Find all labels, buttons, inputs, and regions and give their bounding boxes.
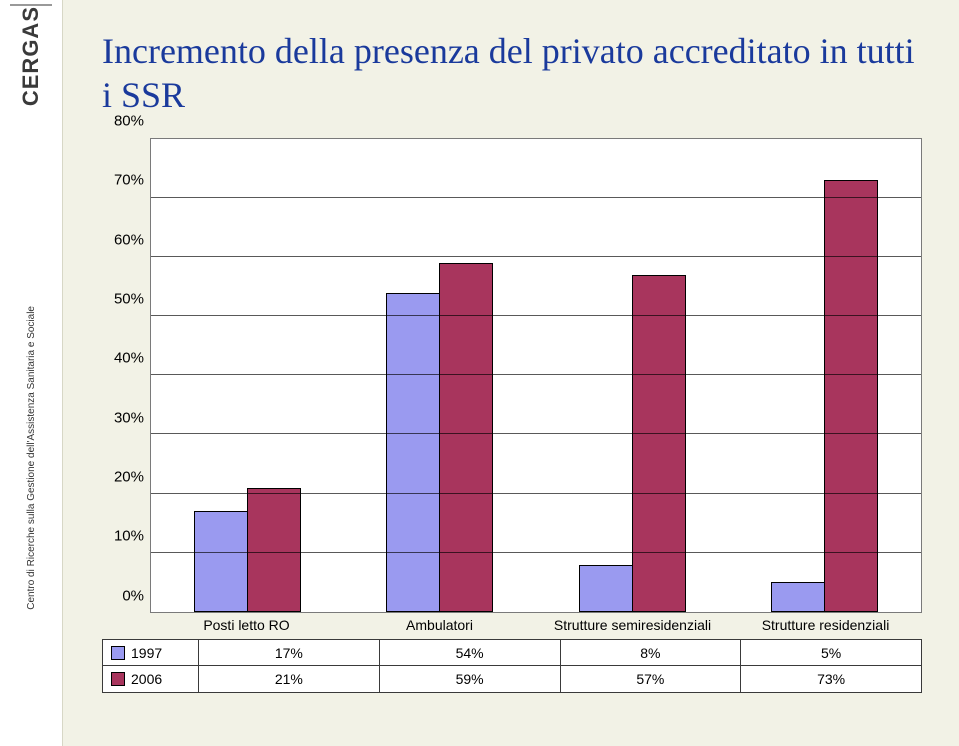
logo-cergas: CERGAS [18, 6, 44, 106]
legend-cell: 57% [560, 666, 741, 692]
legend-cell: 5% [740, 640, 921, 666]
y-tick-label: 10% [114, 528, 144, 545]
swatch-2006 [111, 672, 125, 686]
y-tick-label: 80% [114, 112, 144, 129]
grid-line [151, 197, 921, 198]
grid-line [151, 315, 921, 316]
y-tick-label: 20% [114, 469, 144, 486]
x-axis-label: Strutture residenziali [729, 617, 922, 639]
center-name: Centro di Ricerche sulla Gestione dell'A… [26, 306, 37, 610]
legend-cell: 73% [740, 666, 921, 692]
bar [771, 582, 825, 612]
slide-title: Incremento della presenza del privato ac… [102, 30, 929, 118]
legend-values-2006: 21%59%57%73% [199, 666, 921, 692]
grid-line [151, 433, 921, 434]
legend-cell: 59% [379, 666, 560, 692]
legend-cell: 17% [199, 640, 379, 666]
bar-groups [151, 139, 921, 612]
bar-group [729, 139, 922, 612]
x-axis-labels: Posti letto ROAmbulatoriStrutture semire… [150, 617, 922, 639]
bar [194, 511, 248, 612]
bar [632, 275, 686, 612]
legend-row-1997: 1997 17%54%8%5% [103, 640, 921, 666]
y-tick-label: 30% [114, 409, 144, 426]
legend-values-1997: 17%54%8%5% [199, 640, 921, 666]
swatch-1997 [111, 646, 125, 660]
bar-chart: 0%10%20%30%40%50%60%70%80% Posti letto R… [102, 138, 922, 693]
bar [579, 565, 633, 612]
bar [386, 293, 440, 612]
bar-group [151, 139, 344, 612]
grid-line [151, 374, 921, 375]
bar-group [536, 139, 729, 612]
legend-key-1997: 1997 [103, 640, 199, 666]
grid-line [151, 552, 921, 553]
y-tick-label: 70% [114, 172, 144, 189]
legend-cell: 21% [199, 666, 379, 692]
y-axis: 0%10%20%30%40%50%60%70%80% [102, 138, 150, 613]
y-tick-label: 60% [114, 231, 144, 248]
bar [247, 488, 301, 612]
y-tick-label: 40% [114, 350, 144, 367]
x-axis-label: Posti letto RO [150, 617, 343, 639]
legend-cell: 54% [379, 640, 560, 666]
bar [824, 180, 878, 612]
slide-content: Incremento della presenza del privato ac… [62, 0, 959, 746]
institution-sidebar: CERGAS Centro di Ricerche sulla Gestione… [0, 0, 63, 746]
series-name-1997: 1997 [131, 645, 162, 661]
grid-line [151, 493, 921, 494]
legend-row-2006: 2006 21%59%57%73% [103, 665, 921, 692]
data-table-legend: 1997 17%54%8%5% 2006 21%59%57%73% [102, 639, 922, 693]
sidebar-text-group: CERGAS Centro di Ricerche sulla Gestione… [18, 6, 44, 746]
grid-line [151, 256, 921, 257]
y-tick-label: 0% [122, 587, 144, 604]
series-name-2006: 2006 [131, 671, 162, 687]
y-tick-label: 50% [114, 290, 144, 307]
x-axis-label: Ambulatori [343, 617, 536, 639]
legend-key-2006: 2006 [103, 666, 199, 692]
plot-area [150, 138, 922, 613]
legend-cell: 8% [560, 640, 741, 666]
bar-group [344, 139, 537, 612]
x-axis-label: Strutture semiresidenziali [536, 617, 729, 639]
